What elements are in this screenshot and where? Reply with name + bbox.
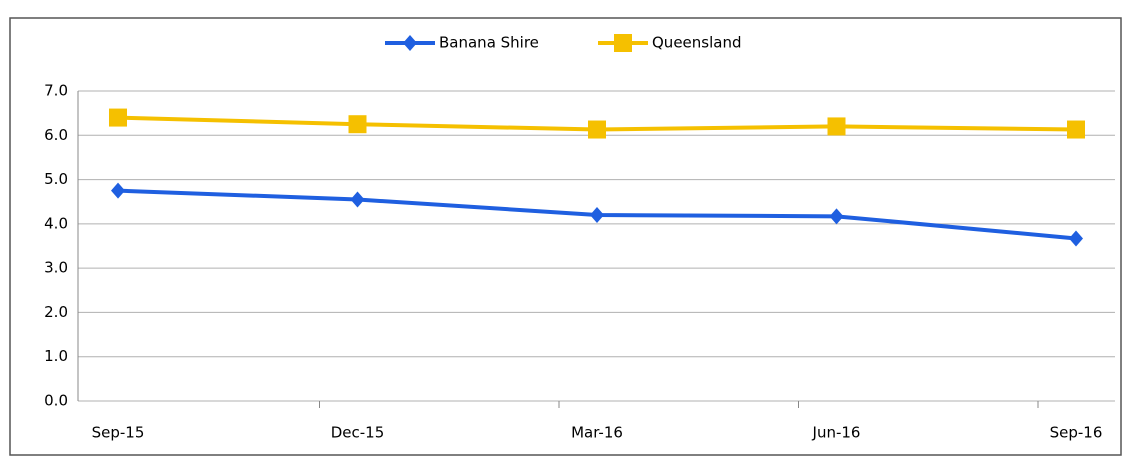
point <box>829 208 844 225</box>
y-tick-label: 6.0 <box>44 126 68 144</box>
x-tick-label: Sep-15 <box>92 424 145 442</box>
y-tick-label: 4.0 <box>44 214 68 232</box>
legend-marker <box>614 34 632 52</box>
y-tick-label: 2.0 <box>44 303 68 321</box>
x-tick-label: Sep-16 <box>1050 424 1103 442</box>
x-tick-label: Jun-16 <box>812 424 861 442</box>
legend-label: Banana Shire <box>439 34 539 52</box>
point <box>590 207 604 223</box>
y-tick-label: 3.0 <box>44 259 68 277</box>
chart-frame <box>9 17 1122 456</box>
y-tick-label: 5.0 <box>44 170 68 188</box>
legend-marker <box>403 35 417 51</box>
y-tick-label: 1.0 <box>44 347 68 365</box>
point <box>588 120 606 139</box>
point <box>109 108 127 127</box>
y-tick-label: 0.0 <box>44 392 68 410</box>
x-tick-label: Mar-16 <box>571 424 623 442</box>
legend-label: Queensland <box>652 34 741 52</box>
point <box>827 117 846 136</box>
point <box>350 191 365 208</box>
point <box>1067 120 1085 139</box>
point <box>348 115 367 134</box>
x-tick-label: Dec-15 <box>331 424 385 442</box>
point <box>1069 230 1083 247</box>
point <box>111 182 125 199</box>
y-tick-label: 7.0 <box>44 82 68 100</box>
